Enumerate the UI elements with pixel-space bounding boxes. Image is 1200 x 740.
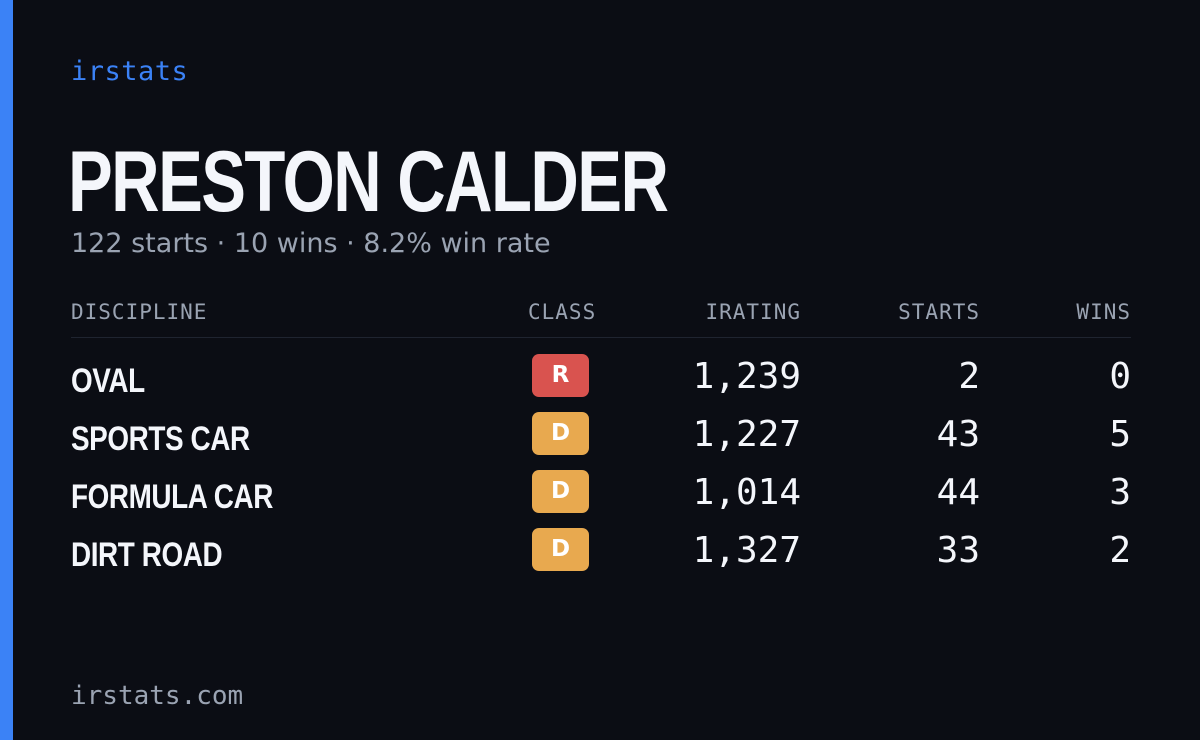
header-wins: WINS bbox=[1076, 300, 1131, 324]
brand-logo-text: irstats bbox=[71, 56, 189, 87]
row-wins: 2 bbox=[1109, 530, 1131, 571]
table-row: FORMULA CAR D 1,014 44 3 bbox=[71, 470, 1131, 528]
class-badge: D bbox=[532, 412, 589, 455]
table-row: SPORTS CAR D 1,227 43 5 bbox=[71, 412, 1131, 470]
row-wins: 5 bbox=[1109, 414, 1131, 455]
table-row: DIRT ROAD D 1,327 33 2 bbox=[71, 528, 1131, 586]
class-badge: D bbox=[532, 470, 589, 513]
row-wins: 0 bbox=[1109, 356, 1131, 397]
accent-bar bbox=[0, 0, 13, 740]
header-irating: IRATING bbox=[705, 300, 801, 324]
header-starts: STARTS bbox=[898, 300, 980, 324]
table-header: DISCIPLINE CLASS IRATING STARTS WINS bbox=[71, 300, 1131, 338]
row-irating: 1,014 bbox=[692, 472, 801, 513]
row-starts: 43 bbox=[936, 414, 980, 455]
header-discipline: DISCIPLINE bbox=[71, 300, 208, 324]
row-discipline: DIRT ROAD bbox=[71, 536, 223, 574]
row-irating: 1,239 bbox=[692, 356, 801, 397]
row-discipline: FORMULA CAR bbox=[71, 478, 273, 516]
row-irating: 1,227 bbox=[692, 414, 801, 455]
row-discipline: OVAL bbox=[71, 362, 145, 400]
footer-url: irstats.com bbox=[71, 681, 244, 711]
row-starts: 44 bbox=[936, 472, 980, 513]
class-badge: R bbox=[532, 354, 589, 397]
row-starts: 33 bbox=[936, 530, 980, 571]
row-wins: 3 bbox=[1109, 472, 1131, 513]
driver-name: PRESTON CALDER bbox=[68, 134, 669, 230]
class-badge: D bbox=[532, 528, 589, 571]
row-discipline: SPORTS CAR bbox=[71, 420, 250, 458]
driver-summary: 122 starts · 10 wins · 8.2% win rate bbox=[71, 228, 551, 259]
header-class: CLASS bbox=[528, 300, 597, 324]
row-irating: 1,327 bbox=[692, 530, 801, 571]
table-row: OVAL R 1,239 2 0 bbox=[71, 354, 1131, 412]
row-starts: 2 bbox=[958, 356, 980, 397]
